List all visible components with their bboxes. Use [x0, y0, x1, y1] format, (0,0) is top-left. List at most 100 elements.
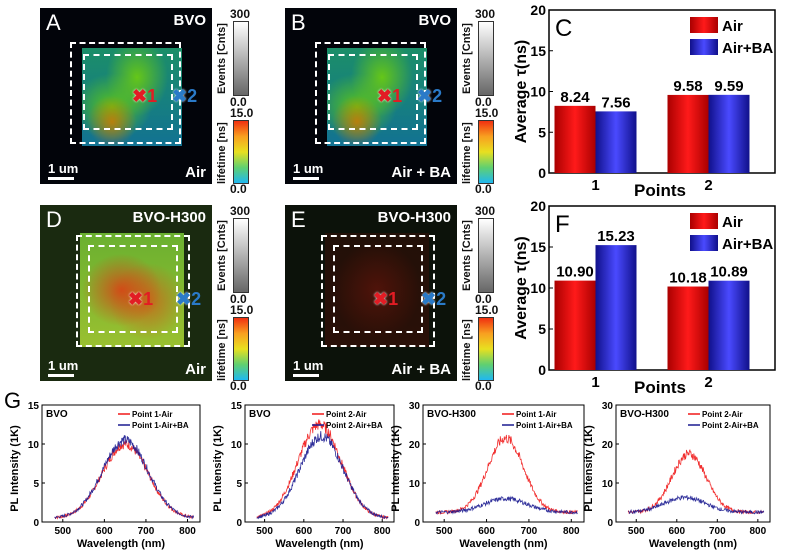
spectrum-chart-3: 0 10 20 30 500 600 700 800 Wavelength (nm) PL Int… — [390, 401, 585, 550]
scale-bar: 1 um — [48, 358, 78, 377]
legend-label: Point 1-Air+BA — [516, 421, 573, 430]
bar — [595, 111, 637, 173]
x-tick-label: 500 — [54, 526, 71, 537]
events-min: 0.0 — [230, 95, 247, 109]
bar-chart-c: 0 5 10 15 20 Average τ(ns) C 1 8.24 7.56 2 9.58 9.59… — [513, 2, 776, 200]
x-tick-label: 500 — [628, 526, 645, 537]
bar-value-label: 8.24 — [560, 89, 590, 106]
bar — [667, 286, 709, 370]
lifetime-colorbar — [478, 120, 494, 184]
outer-roi-box — [76, 235, 190, 347]
flim-image-a: A BVO Air 1 um ✖1 ✖2 — [40, 8, 212, 184]
sample-title: BVO-H300 — [377, 209, 451, 226]
scale-label: 1 um — [293, 358, 324, 373]
scale-bar: 1 um — [48, 161, 78, 180]
lifetime-max: 15.0 — [230, 303, 254, 317]
y-tick-label: 20 — [530, 198, 546, 214]
bar — [554, 105, 596, 173]
plot-frame — [615, 404, 771, 523]
spectrum-chart-4: 0 10 20 30 500 600 700 800 Wavelength (nm) PL Int… — [583, 401, 771, 550]
legend-swatch — [690, 17, 718, 33]
events-min: 0.0 — [475, 292, 492, 306]
y-tick-label: 0 — [236, 518, 242, 529]
y-tick-label: 15 — [231, 401, 243, 412]
y-tick-label: 0 — [538, 362, 546, 378]
lifetime-colorbar — [478, 317, 494, 381]
condition-label: Air — [185, 164, 206, 181]
lifetime-max: 15.0 — [475, 303, 499, 317]
point-1-marker: ✖1 — [373, 289, 398, 310]
lifetime-min: 0.0 — [475, 182, 492, 196]
x-tick-label: 500 — [436, 526, 453, 537]
x-tick-label: 700 — [335, 526, 352, 537]
condition-label: Air + BA — [391, 361, 451, 378]
x-mark-icon: ✖ — [417, 86, 433, 106]
bar — [708, 280, 750, 370]
events-max: 300 — [230, 204, 251, 218]
scale-label: 1 um — [293, 161, 324, 176]
events-colorbar — [233, 218, 249, 293]
x-tick-label: 600 — [478, 526, 495, 537]
spectrum-line — [256, 419, 389, 520]
y-tick-label: 20 — [409, 440, 421, 451]
sample-title: BVO-H300 — [132, 209, 206, 226]
scale-bar: 1 um — [293, 161, 323, 180]
bar — [708, 94, 750, 173]
y-tick-label: 5 — [33, 479, 39, 490]
point-2-label: 2 — [191, 289, 202, 309]
y-tick-label: 10 — [602, 479, 614, 490]
spectrum-line — [435, 495, 578, 515]
y-tick-label: 0 — [414, 518, 420, 529]
inner-roi-box — [88, 245, 178, 333]
lifetime-min: 0.0 — [230, 182, 247, 196]
spectrum-line — [256, 431, 389, 520]
y-tick-label: 10 — [231, 440, 243, 451]
y-tick-label: 30 — [602, 401, 614, 412]
lifetime-colorbar — [233, 120, 249, 184]
x-tick-label: 600 — [295, 526, 312, 537]
y-tick-label: 10 — [530, 84, 546, 100]
legend-label: Air — [722, 18, 743, 35]
inner-roi-box — [328, 54, 418, 130]
x-tick-label: 500 — [256, 526, 273, 537]
y-tick-label: 10 — [28, 440, 40, 451]
panel-label: E — [291, 207, 306, 232]
inner-roi-box — [83, 54, 173, 130]
y-axis-label: PL Intensity (1K) — [9, 425, 21, 512]
spectrum-chart-1: 0 5 10 15 500 600 700 800 Wavelength (nm) PL Inte… — [9, 401, 201, 550]
point-2-label: 2 — [436, 289, 447, 309]
legend-label: Point 2-Air+BA — [702, 421, 759, 430]
y-tick-label: 0 — [33, 518, 39, 529]
spectrum-line — [628, 495, 765, 515]
point-1-label: 1 — [143, 289, 154, 309]
x-mark-icon: ✖ — [128, 289, 144, 309]
x-mark-icon: ✖ — [172, 86, 188, 106]
legend-label: Air — [722, 214, 743, 231]
panel-label: B — [291, 10, 306, 35]
x-tick-label: 800 — [374, 526, 391, 537]
legend-swatch — [690, 235, 718, 251]
sample-region — [80, 233, 184, 347]
lifetime-min: 0.0 — [230, 379, 247, 393]
chart-title: BVO-H300 — [427, 409, 476, 420]
scale-label: 1 um — [48, 358, 79, 373]
y-axis-label: PL Intensity (1K) — [212, 425, 224, 512]
x-tick-label: 700 — [138, 526, 155, 537]
x-mark-icon: ✖ — [377, 86, 393, 106]
spectrum-line — [435, 434, 578, 516]
y-tick-label: 15 — [28, 401, 40, 412]
bar — [554, 280, 596, 370]
lifetime-max: 15.0 — [475, 106, 499, 120]
y-axis-label: PL Intensity (1K) — [390, 425, 402, 512]
point-2-marker: ✖2 — [172, 86, 197, 107]
lifetime-colorbar — [233, 317, 249, 381]
bar — [667, 94, 709, 173]
events-max: 300 — [475, 7, 496, 21]
events-min: 0.0 — [475, 95, 492, 109]
plot-frame — [41, 404, 201, 523]
flim-image-b: B BVO Air + BA 1 um ✖1 ✖2 — [285, 8, 457, 184]
panel-label: F — [555, 211, 570, 238]
x-tick-label: 1 — [591, 177, 599, 194]
sample-title: BVO — [173, 12, 206, 29]
